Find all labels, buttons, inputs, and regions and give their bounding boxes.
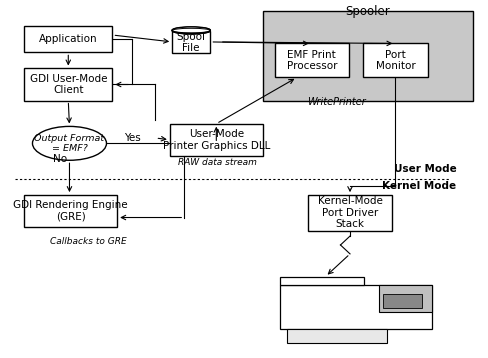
Bar [170, 124, 263, 156]
Bar [363, 43, 427, 77]
Bar [280, 277, 364, 285]
Ellipse shape [33, 126, 106, 160]
Bar [24, 26, 112, 52]
Ellipse shape [172, 27, 210, 34]
Bar [263, 11, 473, 101]
Bar [379, 285, 432, 312]
Text: WritePrinter: WritePrinter [307, 97, 366, 107]
Text: Spooler: Spooler [346, 5, 390, 18]
Text: User Mode: User Mode [393, 164, 456, 174]
Text: User-Mode
Printer Graphics DLL: User-Mode Printer Graphics DLL [163, 129, 270, 151]
Text: Output Format
= EMF?: Output Format = EMF? [35, 134, 104, 153]
Text: Port
Monitor: Port Monitor [375, 50, 415, 71]
Text: EMF Print
Processor: EMF Print Processor [286, 50, 337, 71]
Text: No: No [53, 154, 67, 164]
Text: Kernel Mode: Kernel Mode [382, 181, 456, 191]
Text: Application: Application [39, 34, 98, 44]
Text: Yes: Yes [124, 133, 141, 143]
Text: GDI User-Mode
Client: GDI User-Mode Client [30, 74, 107, 95]
Bar [308, 195, 392, 231]
Text: Spool
File: Spool File [177, 32, 206, 53]
Text: Callbacks to GRE: Callbacks to GRE [50, 237, 127, 246]
Bar [24, 68, 112, 101]
Ellipse shape [172, 27, 210, 34]
Text: Kernel-Mode
Port Driver
Stack: Kernel-Mode Port Driver Stack [318, 196, 383, 229]
Text: RAW data stream: RAW data stream [178, 159, 257, 168]
Bar [384, 294, 422, 309]
Bar [287, 329, 386, 343]
Bar [172, 30, 210, 53]
Bar [24, 195, 117, 227]
Ellipse shape [172, 27, 210, 34]
Bar [280, 285, 432, 329]
Bar [275, 43, 349, 77]
Text: GDI Rendering Engine
(GRE): GDI Rendering Engine (GRE) [13, 200, 128, 222]
